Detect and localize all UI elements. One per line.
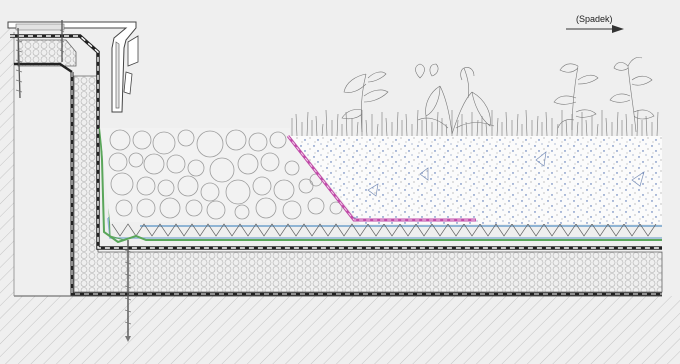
growing-substrate bbox=[290, 136, 662, 224]
screw-anchor-icon bbox=[15, 20, 132, 342]
gravel-strip bbox=[100, 128, 358, 222]
vegetation-edge-barrier bbox=[286, 135, 476, 222]
arrow-right-icon bbox=[566, 25, 624, 33]
slope-label: (Spadek) bbox=[576, 14, 613, 24]
concrete-slab bbox=[0, 28, 680, 364]
vegetation bbox=[291, 56, 659, 137]
waterproofing-membrane bbox=[10, 34, 662, 296]
metal-coping-flashing bbox=[7, 21, 139, 113]
